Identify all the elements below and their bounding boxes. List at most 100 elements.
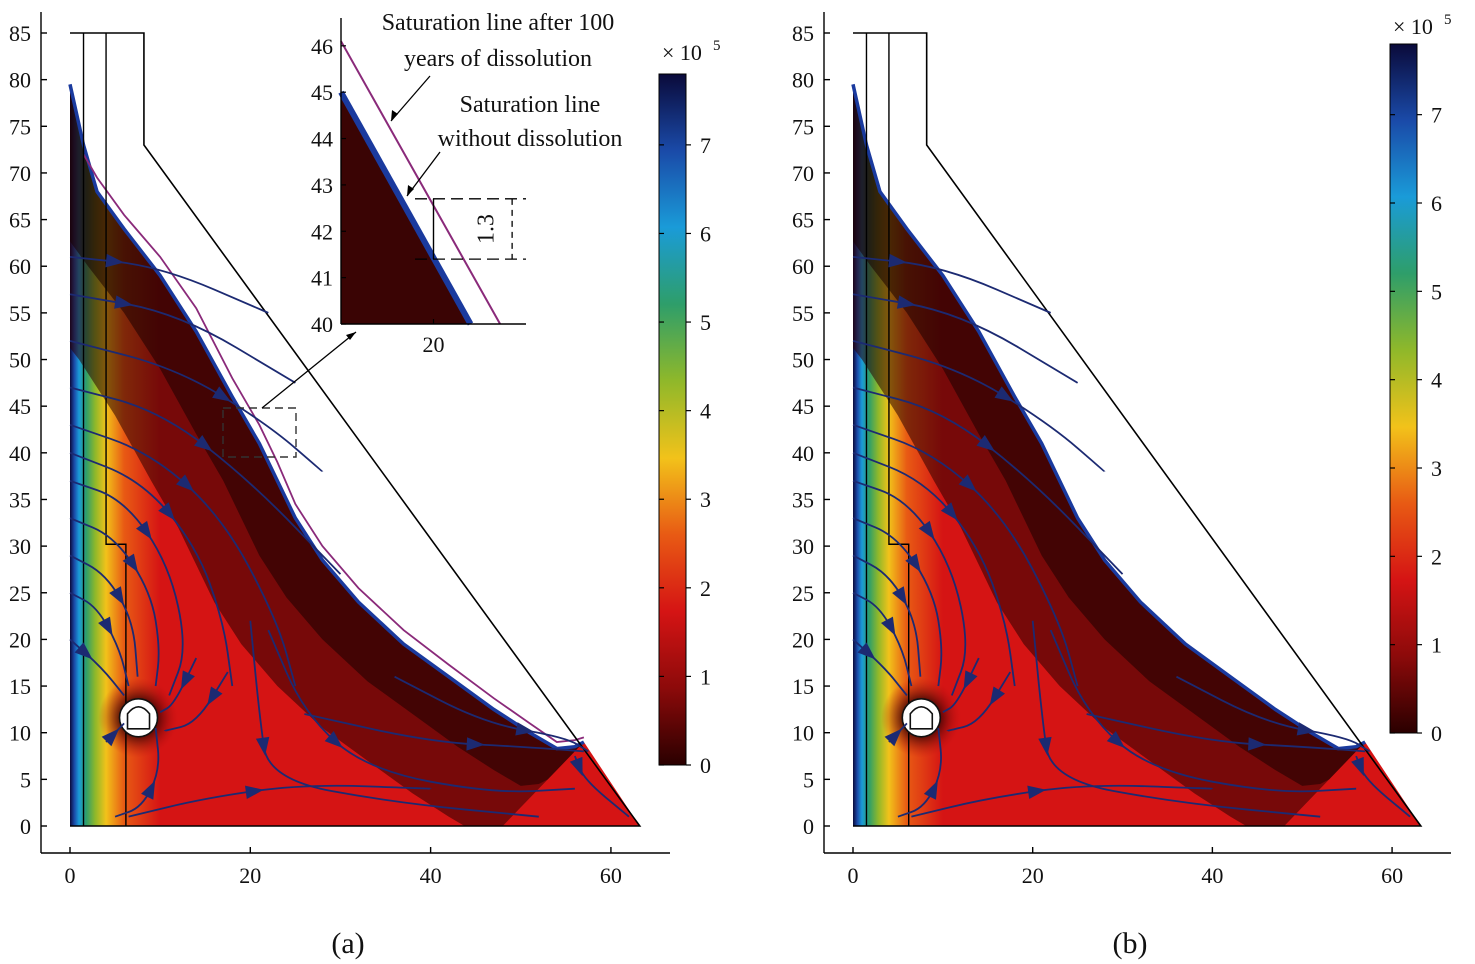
axes: [823, 12, 1451, 854]
streamline-arrow: [176, 474, 194, 492]
y-tick-label: 55: [9, 301, 31, 326]
y-tick-label: 55: [792, 301, 814, 326]
x-tick-label: 60: [1381, 863, 1403, 888]
colorbar-tick-label: 2: [1431, 544, 1442, 569]
streamline: [159, 657, 198, 713]
colorbar-tick-label: 3: [1431, 456, 1442, 481]
streamline-arrow: [212, 386, 231, 402]
streamline-arrow: [1248, 737, 1267, 751]
inset-annotation-2b: without dissolution: [438, 126, 623, 152]
colorbar: [658, 73, 687, 766]
colorbar-exponent: 5: [713, 38, 721, 54]
streamline-arrow: [888, 253, 907, 268]
y-tick-label: 10: [9, 721, 31, 746]
y-tick-label: 5: [20, 767, 31, 792]
streamline-arrow: [1296, 722, 1316, 736]
streamline-arrow: [136, 520, 152, 540]
streamline-arrow: [857, 642, 876, 660]
colorbar: [1389, 43, 1418, 734]
streamline-arrow: [207, 686, 223, 706]
streamline-arrow: [466, 737, 485, 751]
y-tick-label: 65: [792, 208, 814, 233]
y-tick-label: 80: [9, 68, 31, 93]
colorbar-tick-label: 5: [1431, 279, 1442, 304]
y-tick-label: 40: [792, 441, 814, 466]
y-tick-label: 45: [9, 394, 31, 419]
y-tick-label: 0: [20, 814, 31, 839]
annotation-pointer-1: [390, 75, 431, 122]
x-tick-label: 20: [1022, 863, 1044, 888]
y-tick-label: 40: [9, 441, 31, 466]
streamline: [69, 293, 296, 384]
streamline-arrow: [109, 586, 125, 606]
zoom-connector-arrow: [346, 332, 356, 340]
colorbar-tick-label: 6: [1431, 191, 1442, 216]
streamline: [1355, 755, 1411, 818]
streamline-arrow: [141, 780, 156, 800]
streamline-arrow: [245, 785, 264, 799]
colorbar-multiplier: × 10: [1393, 14, 1433, 39]
y-tick-label: 35: [9, 487, 31, 512]
inset-y-tick-label: 46: [311, 34, 333, 59]
streamline: [69, 638, 125, 696]
y-tick-label: 30: [792, 534, 814, 559]
saturation-line-after-dissolution: [82, 153, 585, 743]
tunnel-lining: [909, 705, 934, 730]
inset-y-tick-label: 43: [311, 173, 333, 198]
annotation-arrowhead-2: [407, 185, 414, 196]
x-tick-label: 0: [848, 863, 859, 888]
streamline-arrow: [158, 502, 175, 521]
y-tick-label: 35: [792, 487, 814, 512]
streamline: [164, 671, 229, 732]
y-tick-label: 85: [792, 21, 814, 46]
x-tick-label: 60: [600, 863, 622, 888]
inset-annotation-2: Saturation line: [460, 92, 601, 118]
dam-outline: [70, 32, 642, 827]
inset-saturation-line-after: [340, 40, 501, 325]
streamline: [1049, 629, 1357, 793]
streamline-arrow: [114, 295, 133, 309]
inset-annotation-1b: years of dissolution: [404, 46, 592, 72]
streamline-arrow: [963, 670, 978, 690]
streamline-arrow: [74, 642, 93, 660]
colorbar-exponent: 5: [1444, 12, 1452, 28]
streamline-arrow: [958, 474, 977, 492]
streamline: [852, 256, 1052, 314]
inset-y-tick-label: 40: [311, 312, 333, 337]
seepage-field: [853, 84, 1421, 826]
streamline: [947, 671, 1011, 732]
inset-saturation-line: [338, 90, 474, 326]
colorbar-tick-label: 3: [700, 487, 711, 512]
y-tick-label: 60: [9, 254, 31, 279]
streamline-arrow: [918, 520, 935, 540]
colorbar-tick-label: 0: [700, 753, 711, 778]
streamline-arrow: [98, 616, 113, 636]
y-tick-label: 25: [9, 581, 31, 606]
inset-y-tick-label: 45: [311, 80, 333, 105]
colorbar-tick-label: 4: [700, 399, 711, 424]
colorbar-tick-label: 1: [1431, 633, 1442, 658]
streamline: [852, 293, 1079, 384]
colorbar-tick-label: 1: [700, 664, 711, 689]
streamline: [267, 629, 575, 793]
colorbar-tick-label: 7: [1431, 103, 1442, 128]
inset-y-tick-label: 44: [311, 127, 333, 152]
streamline-arrow: [994, 386, 1014, 402]
inset-x-tick-label: 20: [423, 332, 445, 357]
streamline-arrow: [923, 780, 938, 800]
streamline: [69, 517, 160, 687]
y-tick-label: 75: [792, 114, 814, 139]
colorbar-tick-label: 2: [700, 576, 711, 601]
streamline-arrow: [940, 502, 958, 521]
colorbar-tick-label: 7: [700, 133, 711, 158]
streamline: [69, 423, 297, 687]
dam-outline: [853, 32, 1423, 827]
axes: [40, 12, 670, 854]
streamline-arrow: [892, 586, 907, 606]
streamline: [852, 479, 967, 696]
streamline: [574, 755, 630, 818]
x-tick-label: 40: [1201, 863, 1223, 888]
